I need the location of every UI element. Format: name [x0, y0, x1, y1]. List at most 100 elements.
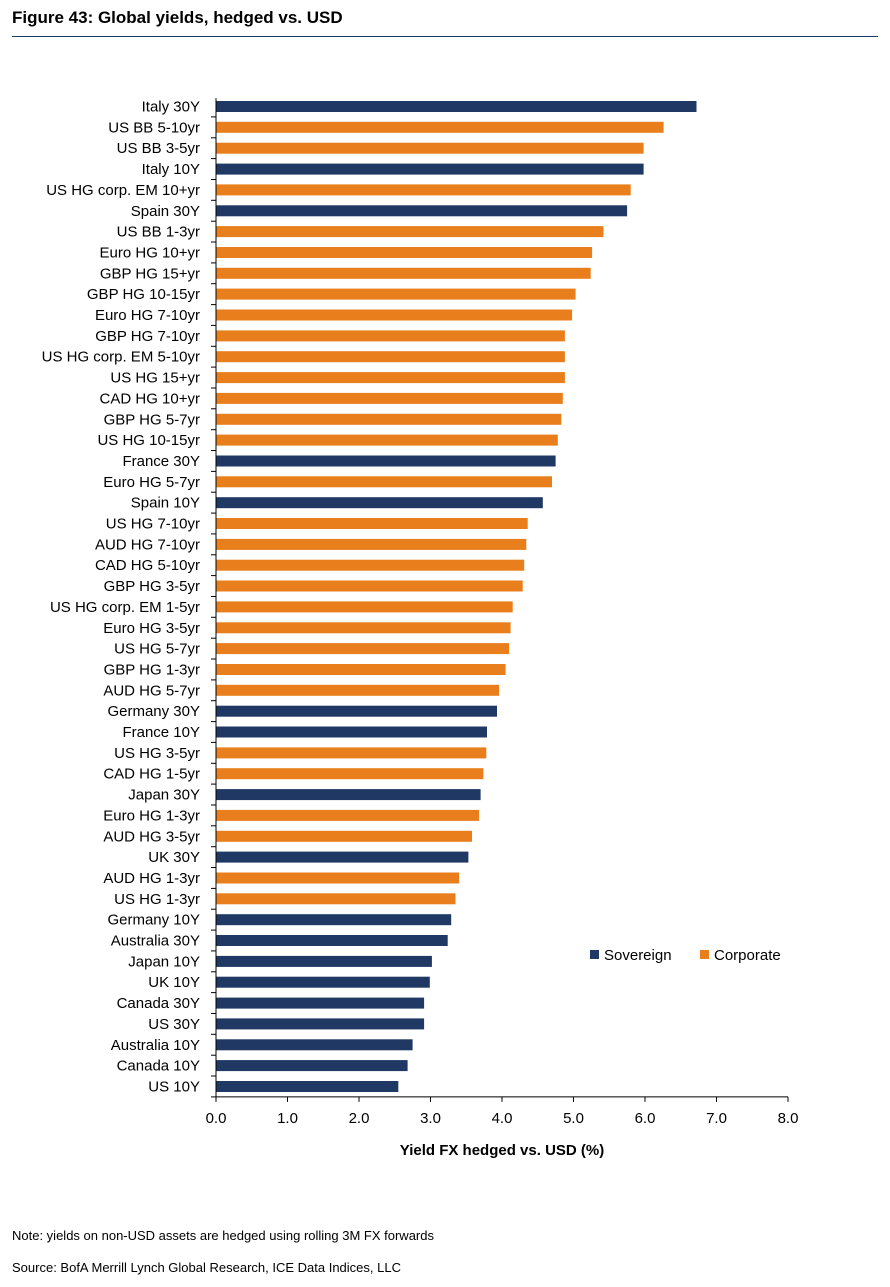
x-tick-label: 8.0: [778, 1110, 799, 1127]
bar-corporate: [216, 392, 563, 404]
category-label: UK 30Y: [148, 849, 200, 866]
category-label: Euro HG 5-7yr: [103, 474, 200, 491]
legend-label-corporate: Corporate: [714, 947, 781, 964]
bar-sovereign: [216, 497, 543, 509]
bar-corporate: [216, 893, 456, 905]
bar-corporate: [216, 226, 604, 238]
bar-corporate: [216, 121, 664, 133]
category-label: Italy 10Y: [142, 161, 200, 178]
x-tick-label: 6.0: [635, 1110, 656, 1127]
bar-sovereign: [216, 1081, 399, 1092]
category-label: AUD HG 1-3yr: [103, 870, 200, 887]
category-label: AUD HG 3-5yr: [103, 828, 200, 845]
category-label: GBP HG 10-15yr: [87, 286, 200, 303]
chart-source: Source: BofA Merrill Lynch Global Resear…: [12, 1260, 401, 1275]
bar-corporate: [216, 142, 644, 154]
category-label: Spain 30Y: [131, 203, 200, 220]
category-label: Italy 30Y: [142, 99, 200, 116]
bar-sovereign: [216, 976, 430, 988]
bar-corporate: [216, 684, 500, 696]
bar-corporate: [216, 247, 593, 258]
bar-corporate: [216, 643, 510, 655]
bar-corporate: [216, 809, 480, 821]
bar-sovereign: [216, 705, 497, 717]
bar-sovereign: [216, 101, 697, 112]
bar-corporate: [216, 434, 558, 446]
category-label: US HG 7-10yr: [106, 516, 200, 533]
bar-corporate: [216, 768, 484, 780]
bar-sovereign: [216, 205, 628, 217]
category-label: Canada 30Y: [117, 995, 200, 1012]
figure-title: Figure 43: Global yields, hedged vs. USD: [12, 8, 343, 27]
bar-corporate: [216, 309, 573, 321]
bar-sovereign: [216, 1060, 408, 1072]
category-label: US HG corp. EM 10+yr: [46, 182, 200, 199]
bar-corporate: [216, 580, 523, 592]
category-label: US HG 3-5yr: [114, 745, 200, 762]
bar-corporate: [216, 559, 525, 571]
x-tick-label: 7.0: [706, 1110, 727, 1127]
bar-sovereign: [216, 1018, 425, 1030]
category-label: CAD HG 10+yr: [100, 390, 200, 407]
category-label: Japan 10Y: [128, 953, 200, 970]
bar-sovereign: [216, 789, 481, 801]
category-label: CAD HG 5-10yr: [95, 557, 200, 574]
category-label: US HG 1-3yr: [114, 891, 200, 908]
bar-sovereign: [216, 997, 425, 1009]
x-tick-label: 3.0: [420, 1110, 441, 1127]
legend-swatch-corporate: [700, 950, 709, 959]
category-label: US BB 5-10yr: [108, 119, 200, 136]
bar-sovereign: [216, 851, 469, 863]
category-label: Australia 30Y: [111, 933, 200, 950]
category-label: GBP HG 3-5yr: [104, 578, 200, 595]
category-label: US BB 3-5yr: [117, 140, 200, 157]
bar-corporate: [216, 601, 513, 613]
category-label: US HG 15+yr: [110, 370, 200, 387]
bar-corporate: [216, 267, 591, 279]
legend-swatch-sovereign: [590, 950, 599, 959]
category-label: Japan 30Y: [128, 787, 200, 804]
bar-corporate: [216, 872, 460, 884]
bar-sovereign: [216, 935, 448, 946]
category-label: US HG 5-7yr: [114, 641, 200, 658]
bar-corporate: [216, 747, 487, 759]
category-label: Australia 10Y: [111, 1037, 200, 1054]
category-label: GBP HG 5-7yr: [104, 411, 200, 428]
title-divider: [12, 36, 878, 37]
legend-label-sovereign: Sovereign: [604, 947, 672, 964]
category-label: France 10Y: [122, 724, 200, 741]
category-label: CAD HG 1-5yr: [103, 766, 200, 783]
bar-sovereign: [216, 1039, 413, 1051]
category-label: Euro HG 1-3yr: [103, 807, 200, 824]
category-label: Euro HG 10+yr: [100, 245, 200, 262]
category-label: Euro HG 3-5yr: [103, 620, 200, 637]
bar-corporate: [216, 184, 631, 196]
category-label: GBP HG 7-10yr: [95, 328, 200, 345]
bar-corporate: [216, 288, 576, 300]
bar-sovereign: [216, 726, 487, 738]
bar-corporate: [216, 413, 562, 425]
category-label: Euro HG 7-10yr: [95, 307, 200, 324]
bar-corporate: [216, 476, 552, 488]
category-label: GBP HG 15+yr: [100, 265, 200, 282]
category-label: Germany 10Y: [107, 912, 200, 929]
bar-corporate: [216, 351, 565, 363]
category-label: UK 10Y: [148, 974, 200, 991]
bar-corporate: [216, 330, 565, 342]
bar-corporate: [216, 830, 472, 842]
category-label: US HG corp. EM 5-10yr: [42, 349, 200, 366]
x-tick-label: 2.0: [349, 1110, 370, 1127]
bar-chart: Italy 30Y US BB 5-10yr US BB 3-5yr Italy 10…: [42, 98, 799, 1159]
category-label: AUD HG 5-7yr: [103, 682, 200, 699]
x-tick-label: 0.0: [206, 1110, 227, 1127]
category-label: GBP HG 1-3yr: [104, 662, 200, 679]
x-axis-title: Yield FX hedged vs. USD (%): [400, 1142, 604, 1159]
bar-corporate: [216, 622, 511, 634]
bar-corporate: [216, 664, 506, 675]
chart-note: Note: yields on non-USD assets are hedge…: [12, 1228, 434, 1243]
bar-sovereign: [216, 163, 644, 175]
category-label: Germany 30Y: [107, 703, 200, 720]
category-label: Canada 10Y: [117, 1058, 200, 1075]
category-label: US 10Y: [148, 1079, 200, 1096]
x-tick-label: 5.0: [563, 1110, 584, 1127]
